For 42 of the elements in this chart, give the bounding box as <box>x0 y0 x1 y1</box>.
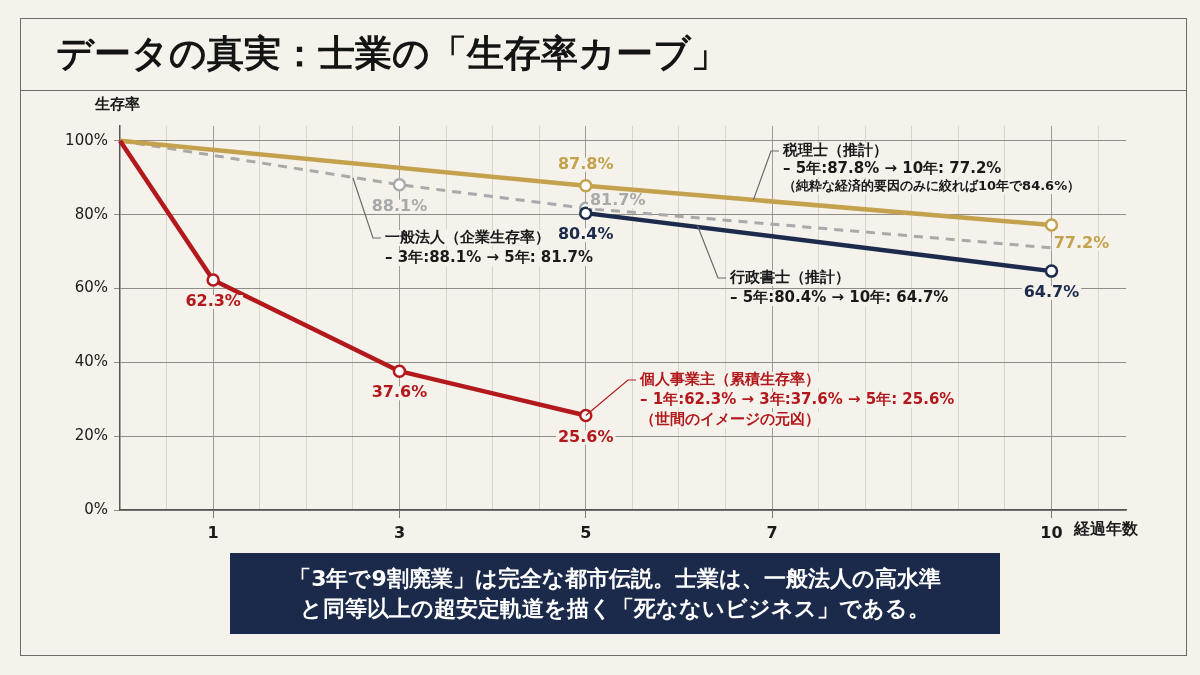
point <box>206 273 220 287</box>
chart-title: データの真実：士業の「生存率カーブ」 <box>56 30 728 76</box>
point <box>392 177 407 192</box>
y-tick-label: 100% <box>65 130 108 149</box>
text: 「3年で9割廃業」は完全な都市伝説。士業は、一般法人の高水準と同等以上の超安定軌道を描く「死なないビジネス」である。 <box>288 564 942 623</box>
x-tick-label: 3 <box>393 522 406 542</box>
data-label: 37.6% <box>371 382 428 402</box>
annotation: （純粋な経済的要因のみに絞れば10年で84.6%） <box>783 178 1081 194</box>
text: 個人事業主（累積生存率） <box>639 369 820 388</box>
data-label: 25.6% <box>557 426 614 446</box>
point <box>578 206 593 220</box>
data-label: 62.3% <box>185 291 241 311</box>
data-label: 77.2% <box>1053 233 1110 253</box>
series-label: 一般法人（企業生存率） <box>385 227 550 246</box>
point <box>578 179 593 193</box>
y-tick-label: 80% <box>74 204 108 223</box>
annotation: – 5年:87.8% → 10年: 77.2% <box>783 158 1002 177</box>
data-label: 88.1% <box>371 195 428 215</box>
point <box>1044 218 1059 232</box>
x-axis-title: 経過年数 <box>1073 519 1139 539</box>
data-label: 80.4% <box>557 224 614 244</box>
annotation: – 1年:62.3% → 3年:37.6% → 5年: 25.6% <box>640 389 955 408</box>
point <box>578 408 593 423</box>
series-label: 行政書士（推計） <box>729 267 850 286</box>
y-tick-label: 40% <box>74 352 108 371</box>
y-tick-label: 0% <box>84 499 108 518</box>
x-tick-label: 1 <box>207 522 219 542</box>
annotation: – 3年:88.1% → 5年: 81.7% <box>385 247 593 266</box>
x-tick-label: 5 <box>580 522 592 542</box>
data-label: 81.7% <box>589 190 646 210</box>
annotation: – 5年:80.4% → 10年: 64.7% <box>730 287 949 306</box>
point <box>392 364 407 378</box>
data-label: 64.7% <box>1023 282 1080 302</box>
y-tick-label: 60% <box>74 278 108 297</box>
point <box>1044 264 1059 278</box>
data-label: 87.8% <box>557 153 614 173</box>
annotation: （世間のイメージの元凶） <box>640 409 820 428</box>
x-tick-label: 7 <box>766 522 778 542</box>
y-axis-title: 生存率 <box>94 94 140 113</box>
x-tick-label: 10 <box>1040 522 1063 542</box>
text: 税理士（推計） <box>782 140 888 159</box>
y-tick-label: 20% <box>74 426 108 445</box>
